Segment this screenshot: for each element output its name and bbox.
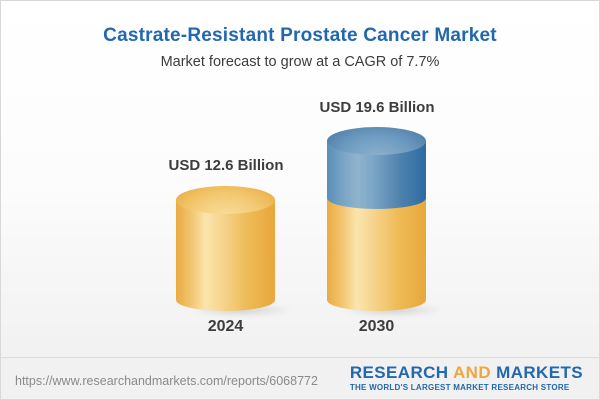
x-axis-label-2024: 2024 <box>207 318 244 335</box>
x-axis-label-2030: 2030 <box>358 318 395 335</box>
footer-bar: https://www.researchandmarkets.com/repor… <box>1 357 599 399</box>
bar-2024-body <box>176 200 275 311</box>
bar-2030-cylinder <box>327 127 446 317</box>
logo-tagline: THE WORLD'S LARGEST MARKET RESEARCH STOR… <box>349 383 570 392</box>
logo-word-research: RESEARCH <box>349 363 449 382</box>
page-title: Castrate-Resistant Prostate Cancer Marke… <box>103 25 497 46</box>
bar-2030-top-ellipse <box>327 127 426 155</box>
bar-2030-base-segment <box>327 198 426 311</box>
bar-2024-top-ellipse <box>176 186 275 214</box>
page-subtitle: Market forecast to grow at a CAGR of 7.7… <box>160 54 440 70</box>
logo-word-markets: MARKETS <box>496 363 583 382</box>
logo-word-and: AND <box>452 363 492 382</box>
research-and-markets-logo: RESEARCH AND MARKETS THE WORLD'S LARGEST… <box>350 364 583 393</box>
bar-2024-cylinder <box>176 186 295 317</box>
logo-wordmark: RESEARCH AND MARKETS <box>350 364 583 382</box>
report-url-link[interactable]: https://www.researchandmarkets.com/repor… <box>15 374 318 388</box>
bar-value-label-2030: USD 19.6 Billion <box>319 99 435 116</box>
bar-value-label-2024: USD 12.6 Billion <box>168 157 284 174</box>
